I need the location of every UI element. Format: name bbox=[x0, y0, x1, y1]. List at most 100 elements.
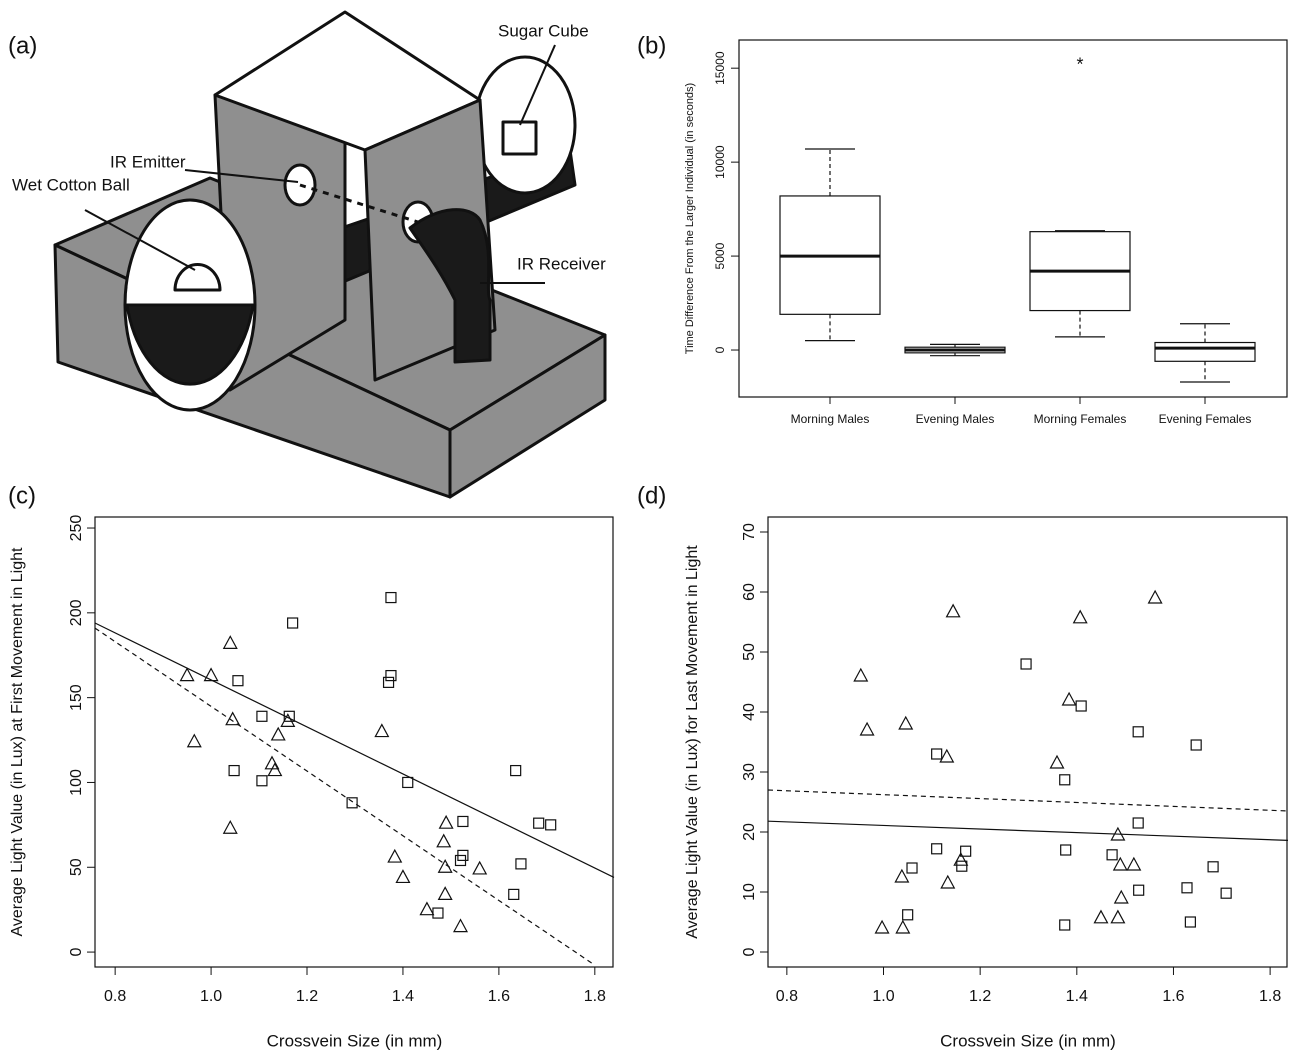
x-tick-label: 0.8 bbox=[104, 988, 126, 1005]
triangle-point bbox=[222, 819, 238, 834]
square-point bbox=[1190, 739, 1202, 751]
square-point bbox=[1060, 844, 1072, 856]
square-point bbox=[1020, 658, 1032, 670]
triangle-point bbox=[874, 919, 890, 934]
triangle-point bbox=[186, 733, 202, 748]
x-tick-label: 1.4 bbox=[1066, 988, 1088, 1005]
diagram-label: IR Emitter bbox=[110, 152, 186, 171]
triangle-point bbox=[898, 715, 914, 730]
box bbox=[1154, 341, 1256, 362]
x-tick-label: Evening Males bbox=[916, 412, 995, 426]
panel-label: (c) bbox=[8, 482, 36, 509]
square-point bbox=[346, 797, 358, 809]
triangle-point bbox=[1061, 691, 1077, 706]
y-axis-label: Time Difference From the Larger Individu… bbox=[684, 83, 696, 354]
y-tick-label: 30 bbox=[741, 763, 758, 781]
triangle-point bbox=[225, 711, 241, 726]
panel-label: (b) bbox=[637, 32, 666, 59]
x-tick-label: 1.6 bbox=[488, 988, 510, 1005]
left-cylinder-fill bbox=[125, 303, 255, 386]
triangle-point bbox=[1126, 856, 1142, 871]
square-point bbox=[960, 845, 972, 857]
y-tick-label: 20 bbox=[741, 823, 758, 841]
x-tick-label: Morning Males bbox=[791, 412, 870, 426]
triangle-point bbox=[939, 748, 955, 763]
cotton-ball bbox=[173, 262, 222, 292]
y-tick-label: 0 bbox=[713, 346, 727, 353]
y-tick-label: 250 bbox=[68, 515, 85, 542]
plot-frame bbox=[738, 39, 1288, 398]
triangle-point bbox=[374, 723, 390, 738]
panel-label: (d) bbox=[637, 482, 666, 509]
square-point bbox=[515, 858, 527, 870]
y-axis-label: Average Light Value (in Lux) for Last Mo… bbox=[684, 545, 701, 939]
x-tick-label: 0.8 bbox=[776, 988, 798, 1005]
square-point bbox=[228, 764, 240, 777]
square-point bbox=[287, 617, 299, 629]
pointer bbox=[519, 44, 556, 126]
triangle-point bbox=[940, 874, 956, 889]
square-point bbox=[1184, 916, 1196, 928]
x-tick-label: 1.4 bbox=[392, 988, 414, 1005]
y-tick-label: 40 bbox=[741, 703, 758, 721]
triangle-point bbox=[895, 919, 911, 934]
outlier: * bbox=[1076, 54, 1083, 74]
square-point bbox=[432, 907, 444, 919]
y-tick-label: 10 bbox=[741, 883, 758, 901]
y-tick-label: 15000 bbox=[713, 51, 727, 85]
triangle-point bbox=[1072, 609, 1088, 624]
y-tick-label: 200 bbox=[68, 599, 85, 626]
square-point bbox=[931, 843, 943, 855]
square-point bbox=[232, 675, 244, 687]
x-tick-label: 1.0 bbox=[872, 988, 894, 1005]
x-axis-label: Crossvein Size (in mm) bbox=[940, 1031, 1116, 1050]
triangle-point bbox=[853, 667, 869, 682]
triangle-point bbox=[1112, 856, 1128, 871]
x-axis-label: Crossvein Size (in mm) bbox=[267, 1031, 443, 1050]
x-tick-label: 1.8 bbox=[1259, 988, 1281, 1005]
y-tick-label: 70 bbox=[741, 523, 758, 541]
x-tick-label: 1.2 bbox=[969, 988, 991, 1005]
x-tick-label: 1.6 bbox=[1162, 988, 1184, 1005]
y-tick-label: 150 bbox=[68, 684, 85, 711]
plot-frame bbox=[94, 516, 614, 968]
triangle-point bbox=[894, 868, 910, 883]
square-point bbox=[256, 775, 268, 787]
triangle-point bbox=[267, 762, 283, 777]
square-point bbox=[382, 676, 395, 688]
square-point bbox=[1059, 774, 1071, 786]
diagram-label: IR Receiver bbox=[517, 254, 606, 273]
square-point bbox=[256, 710, 268, 722]
fit-line bbox=[94, 627, 596, 966]
y-tick-label: 50 bbox=[741, 643, 758, 661]
fit-line bbox=[94, 622, 615, 878]
triangle-point bbox=[179, 667, 195, 682]
square-point bbox=[508, 888, 520, 901]
triangle-point bbox=[452, 918, 469, 933]
square-point bbox=[1220, 887, 1232, 899]
sugar-cube bbox=[501, 120, 538, 156]
triangle-point bbox=[437, 859, 453, 873]
x-tick-label: 1.0 bbox=[200, 988, 222, 1005]
square-point bbox=[1133, 884, 1145, 896]
triangle-point bbox=[1093, 909, 1109, 924]
y-tick-label: 50 bbox=[68, 858, 85, 876]
triangle-point bbox=[1147, 589, 1163, 604]
square-point bbox=[385, 669, 397, 682]
square-point bbox=[1132, 817, 1144, 829]
triangle-point bbox=[438, 814, 454, 829]
x-tick-label: Morning Females bbox=[1034, 412, 1127, 426]
y-tick-label: 10000 bbox=[713, 145, 727, 179]
diagram bbox=[53, 10, 607, 499]
triangle-point bbox=[953, 851, 969, 866]
triangle-point bbox=[395, 869, 411, 884]
square-point bbox=[1059, 919, 1071, 931]
ir-beam bbox=[299, 183, 419, 224]
triangle-point bbox=[945, 603, 961, 618]
triangle-point bbox=[1110, 826, 1126, 841]
square-point bbox=[1181, 882, 1193, 894]
triangle-point bbox=[436, 833, 452, 848]
square-point bbox=[1106, 849, 1118, 861]
triangle-point bbox=[1113, 889, 1129, 904]
